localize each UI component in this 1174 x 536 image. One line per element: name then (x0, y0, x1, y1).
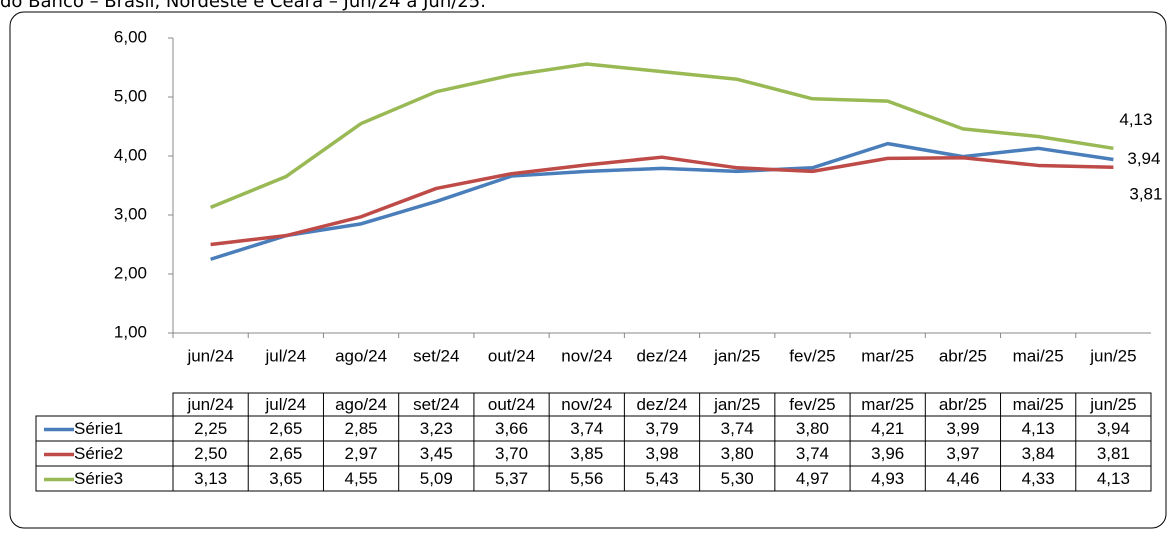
table-cell: 2,85 (345, 419, 378, 438)
table-header: jan/25 (713, 395, 760, 414)
series-line (209, 62, 1114, 209)
x-tick-label: fev/25 (789, 346, 835, 365)
x-tick-label: ago/24 (335, 346, 387, 365)
x-tick-label: jun/25 (1089, 346, 1136, 365)
x-tick-label: jan/25 (713, 346, 760, 365)
table-cell: 3,84 (1022, 444, 1055, 463)
x-tick-label: dez/24 (636, 346, 687, 365)
x-tick-label: jul/24 (265, 346, 307, 365)
legend-label: Série2 (74, 444, 123, 463)
data-label: 4,13 (1119, 110, 1152, 129)
table-cell: 2,25 (194, 419, 227, 438)
x-tick-label: set/24 (413, 346, 459, 365)
table-cell: 4,97 (796, 469, 829, 488)
x-tick-label: mar/25 (861, 346, 914, 365)
table-cell: 3,99 (946, 419, 979, 438)
table-cell: 3,13 (194, 469, 227, 488)
chart-frame (9, 11, 1167, 529)
table-cell: 3,80 (721, 444, 754, 463)
table-cell: 3,81 (1097, 444, 1130, 463)
table-header: out/24 (488, 395, 535, 414)
table-header: jul/24 (265, 395, 307, 414)
table-cell: 3,45 (420, 444, 453, 463)
table-header: dez/24 (636, 395, 687, 414)
table-cell: 3,98 (645, 444, 678, 463)
table-cell: 3,65 (269, 469, 302, 488)
data-label: 3,81 (1129, 185, 1162, 204)
table-header: jun/24 (186, 395, 233, 414)
table-cell: 3,96 (871, 444, 904, 463)
legend-label: Série3 (74, 469, 123, 488)
table-cell: 3,70 (495, 444, 528, 463)
data-label: 3,94 (1127, 149, 1160, 168)
table-cell: 4,21 (871, 419, 904, 438)
table-cell: 3,80 (796, 419, 829, 438)
y-tick-label: 1,00 (114, 322, 147, 341)
y-tick-label: 5,00 (114, 86, 147, 105)
y-tick-label: 6,00 (114, 27, 147, 46)
table-header: set/24 (413, 395, 459, 414)
table-cell: 3,74 (796, 444, 829, 463)
table-cell: 3,94 (1097, 419, 1130, 438)
legend-label: Série1 (74, 419, 123, 438)
table-cell: 3,97 (946, 444, 979, 463)
table-cell: 3,74 (570, 419, 603, 438)
table-cell: 5,43 (645, 469, 678, 488)
x-tick-label: jun/24 (186, 346, 233, 365)
table-cell: 2,97 (345, 444, 378, 463)
table-header: nov/24 (561, 395, 612, 414)
table-cell: 5,30 (721, 469, 754, 488)
caption: do Banco – Brasil, Nordeste e Ceará – Ju… (0, 0, 486, 12)
table-cell: 4,93 (871, 469, 904, 488)
table-header: mar/25 (861, 395, 914, 414)
table-cell: 5,09 (420, 469, 453, 488)
table-cell: 5,37 (495, 469, 528, 488)
table-cell: 3,79 (645, 419, 678, 438)
table-cell: 4,33 (1022, 469, 1055, 488)
table-cell: 2,65 (269, 419, 302, 438)
table-cell: 3,74 (721, 419, 754, 438)
table-header: ago/24 (335, 395, 387, 414)
x-tick-label: out/24 (488, 346, 535, 365)
table-header: mai/25 (1013, 395, 1064, 414)
table-header: jun/25 (1089, 395, 1136, 414)
y-tick-label: 3,00 (114, 204, 147, 223)
x-tick-label: abr/25 (939, 346, 987, 365)
table-cell: 4,13 (1022, 419, 1055, 438)
table-cell: 2,50 (194, 444, 227, 463)
table-cell: 3,66 (495, 419, 528, 438)
table-header: abr/25 (939, 395, 987, 414)
table-cell: 2,65 (269, 444, 302, 463)
table-cell: 4,46 (946, 469, 979, 488)
y-tick-label: 4,00 (114, 145, 147, 164)
x-tick-label: nov/24 (561, 346, 612, 365)
series-line (210, 155, 1114, 247)
x-tick-label: mai/25 (1013, 346, 1064, 365)
table-header: fev/25 (789, 395, 835, 414)
table-cell: 4,55 (345, 469, 378, 488)
table-cell: 3,23 (420, 419, 453, 438)
y-tick-label: 2,00 (114, 263, 147, 282)
table-cell: 5,56 (570, 469, 603, 488)
table-cell: 3,85 (570, 444, 603, 463)
table-cell: 4,13 (1097, 469, 1130, 488)
